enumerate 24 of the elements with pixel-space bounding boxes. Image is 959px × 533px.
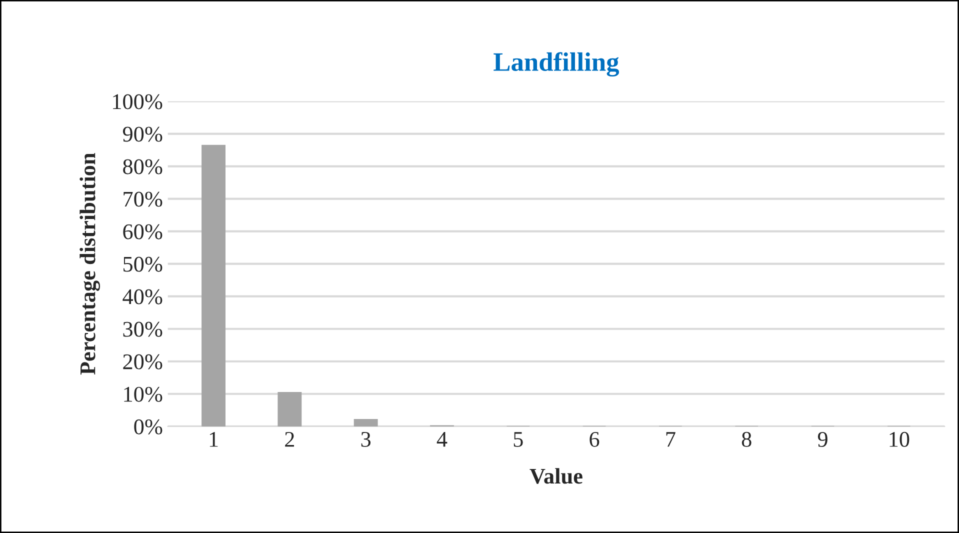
x-tick-label: 3 bbox=[361, 432, 371, 447]
y-tick-label: 50% bbox=[124, 256, 162, 272]
y-tick-label: 10% bbox=[124, 386, 162, 402]
x-tick-label: 4 bbox=[436, 432, 448, 447]
x-tick-label: 6 bbox=[590, 432, 600, 447]
x-tick-label: 5 bbox=[514, 432, 523, 447]
y-tick-label: 90% bbox=[122, 126, 162, 142]
x-tick-label: 7 bbox=[666, 432, 676, 447]
chart-title: Landfilling bbox=[494, 52, 620, 77]
y-tick-label: 100% bbox=[113, 94, 162, 110]
x-tick-label: 8 bbox=[742, 432, 752, 447]
y-tick-label: 0% bbox=[134, 419, 162, 434]
x-tick-label: 9 bbox=[818, 432, 828, 447]
x-tick-label: 10 bbox=[890, 432, 910, 447]
y-tick-label: 60% bbox=[123, 224, 162, 240]
x-tick-label: 1 bbox=[210, 432, 218, 447]
y-tick-label: 80% bbox=[123, 159, 162, 174]
x-axis-title: Value bbox=[530, 468, 582, 484]
y-tick-label: 30% bbox=[123, 322, 162, 337]
y-tick-label: 20% bbox=[123, 354, 162, 370]
y-axis-title: Percentage distribution bbox=[80, 152, 100, 375]
x-tick-label: 2 bbox=[285, 432, 294, 447]
y-tick-label: 40% bbox=[122, 289, 162, 304]
y-tick-label: 70% bbox=[124, 192, 162, 207]
